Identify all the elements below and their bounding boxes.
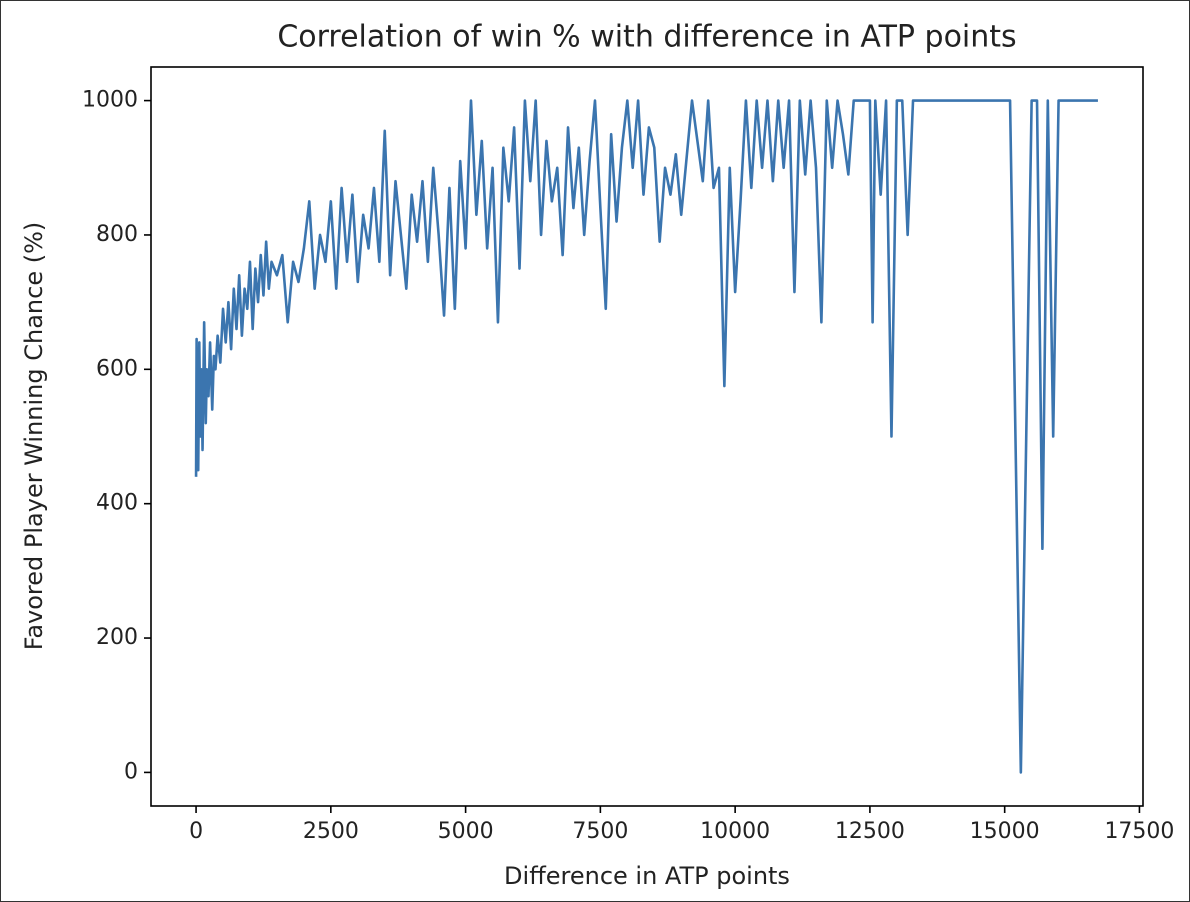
- y-tick-label: 600: [96, 356, 138, 381]
- x-tick-label: 2500: [303, 819, 359, 844]
- data-line: [194, 99, 1098, 774]
- y-tick-label: 400: [96, 491, 138, 516]
- x-tick-label: 0: [189, 819, 203, 844]
- x-tick-label: 17500: [1104, 819, 1174, 844]
- x-tick-label: 5000: [438, 819, 494, 844]
- y-tick-label: 200: [96, 625, 138, 650]
- x-tick-label: 10000: [700, 819, 770, 844]
- x-tick-label: 7500: [572, 819, 628, 844]
- x-tick-label: 15000: [970, 819, 1040, 844]
- x-tick-label: 12500: [835, 819, 905, 844]
- y-tick-label: 800: [96, 222, 138, 247]
- axes-frame: [150, 66, 1144, 807]
- y-tick-label: 1000: [82, 88, 138, 113]
- y-tick-label: 0: [124, 759, 138, 784]
- chart-title: Correlation of win % with difference in …: [277, 20, 1016, 55]
- y-axis-label: Favored Player Winning Chance (%): [20, 222, 48, 651]
- x-axis-label: Difference in ATP points: [504, 862, 790, 890]
